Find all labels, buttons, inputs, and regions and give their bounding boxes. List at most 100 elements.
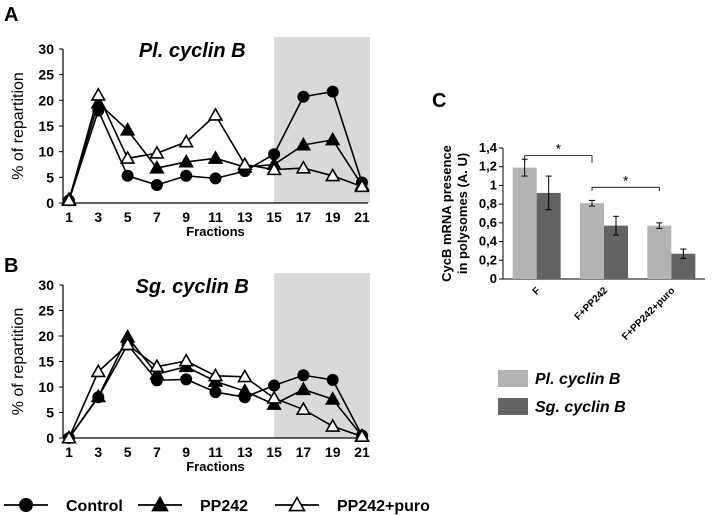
shaded-region-a — [274, 37, 370, 203]
data-point — [207, 367, 224, 382]
shaded-region-b — [274, 273, 370, 438]
y-axis-label-b: % of repartition — [10, 308, 27, 416]
y-tick-label: 15 — [38, 118, 54, 134]
x-tick-label: 11 — [208, 209, 223, 225]
line-chart-a: Pl. cyclin B % of repartition Fractions … — [10, 37, 370, 239]
legend-marker — [151, 495, 169, 512]
data-point — [207, 107, 224, 121]
x-tick-label: 1 — [65, 209, 73, 225]
y-tick-label: 0,2 — [479, 252, 497, 267]
y-tick-label: 25 — [38, 67, 54, 83]
x-tick-label: 21 — [354, 209, 370, 225]
y-axis-label-a: % of repartition — [10, 72, 27, 180]
data-point — [180, 169, 193, 182]
data-point — [295, 137, 312, 151]
category-label: F — [531, 285, 543, 297]
x-tick-label: 9 — [182, 209, 190, 225]
data-point — [237, 383, 253, 397]
data-point — [237, 368, 253, 383]
data-point — [180, 373, 193, 386]
x-tick-label: 21 — [354, 444, 370, 460]
y-tick-label: 25 — [38, 303, 54, 319]
data-point — [237, 156, 253, 171]
x-tick-label: 15 — [266, 444, 282, 460]
data-point — [90, 363, 107, 378]
y-axis-label-c-line2: in polysomes (A. U) — [455, 153, 470, 274]
bar-chart-c: CycB mRNA presence in polysomes (A. U) 0… — [439, 140, 705, 416]
legend-label: Sg. cyclin B — [535, 399, 626, 416]
y-tick-label: 10 — [38, 144, 54, 160]
data-point — [90, 94, 107, 109]
y-tick-label: 0,4 — [479, 234, 498, 249]
x-axis-label-a: Fractions — [186, 224, 245, 239]
legend-marker — [288, 495, 306, 512]
data-point — [326, 85, 339, 98]
y-axis-label-b-wrap: % of repartition — [10, 308, 27, 416]
data-point — [149, 358, 165, 373]
data-point — [61, 430, 77, 444]
y-tick-label: 30 — [38, 41, 54, 57]
legend-label: Control — [66, 498, 123, 515]
y-tick-label: 0,6 — [479, 215, 497, 230]
data-point — [324, 418, 341, 432]
chart-title-a: Pl. cyclin B — [139, 40, 246, 62]
panel-letter-b: B — [4, 255, 18, 277]
data-point — [324, 167, 341, 182]
x-tick-label: 3 — [94, 444, 102, 460]
data-point — [149, 160, 165, 174]
data-point — [149, 366, 165, 380]
data-point — [354, 178, 370, 193]
significance-star: * — [623, 172, 629, 188]
x-tick-label: 13 — [237, 444, 253, 460]
data-point — [178, 133, 194, 148]
y-axis-label-c-line1: CycB mRNA presence — [439, 145, 454, 282]
x-tick-label: 1 — [65, 444, 73, 460]
data-point — [266, 161, 282, 176]
chart-title-b: Sg. cyclin B — [136, 276, 249, 298]
data-point — [121, 169, 134, 182]
legend-label: PP242+puro — [337, 498, 430, 515]
data-point — [61, 192, 77, 206]
y-tick-label: 0 — [46, 430, 54, 446]
significance-star: * — [556, 140, 562, 156]
data-point — [266, 390, 282, 404]
data-point — [90, 388, 107, 403]
y-axis-label-a-wrap: % of repartition — [10, 72, 27, 180]
y-tick-label: 0 — [46, 195, 54, 211]
y-tick-label: 20 — [38, 92, 54, 108]
y-tick-label: 1,4 — [479, 140, 498, 155]
x-tick-label: 11 — [208, 444, 223, 460]
data-point — [178, 353, 194, 367]
y-tick-label: 15 — [38, 354, 54, 370]
data-point — [295, 381, 312, 396]
x-tick-label: 5 — [124, 444, 132, 460]
data-point — [324, 131, 341, 146]
bar — [512, 167, 537, 279]
significance-bracket — [591, 186, 660, 192]
x-tick-label: 19 — [325, 209, 341, 225]
data-point — [209, 172, 222, 185]
x-tick-label: 3 — [94, 209, 102, 225]
data-point — [268, 379, 281, 392]
x-tick-label: 15 — [266, 209, 282, 225]
x-tick-label: 5 — [124, 209, 132, 225]
x-tick-label: 7 — [153, 444, 161, 460]
data-point — [295, 160, 312, 174]
bar — [580, 203, 604, 279]
y-tick-label: 20 — [38, 328, 54, 344]
line-chart-b: Sg. cyclin B % of repartition Fractions … — [10, 273, 370, 474]
panel-letter-a: A — [4, 4, 18, 26]
x-tick-label: 17 — [296, 209, 312, 225]
x-tick-label: 17 — [296, 444, 312, 460]
x-axis-label-b: Fractions — [186, 459, 245, 474]
legend-swatch — [498, 370, 528, 387]
data-point — [297, 369, 310, 382]
y-tick-label: 5 — [46, 169, 54, 185]
legend-marker — [19, 498, 33, 512]
data-point — [354, 428, 370, 443]
x-tick-label: 7 — [153, 209, 161, 225]
legend: Control PP242 PP242+puro — [4, 495, 430, 515]
x-tick-label: 19 — [325, 444, 341, 460]
x-tick-label: 9 — [182, 444, 190, 460]
data-point — [295, 401, 312, 415]
